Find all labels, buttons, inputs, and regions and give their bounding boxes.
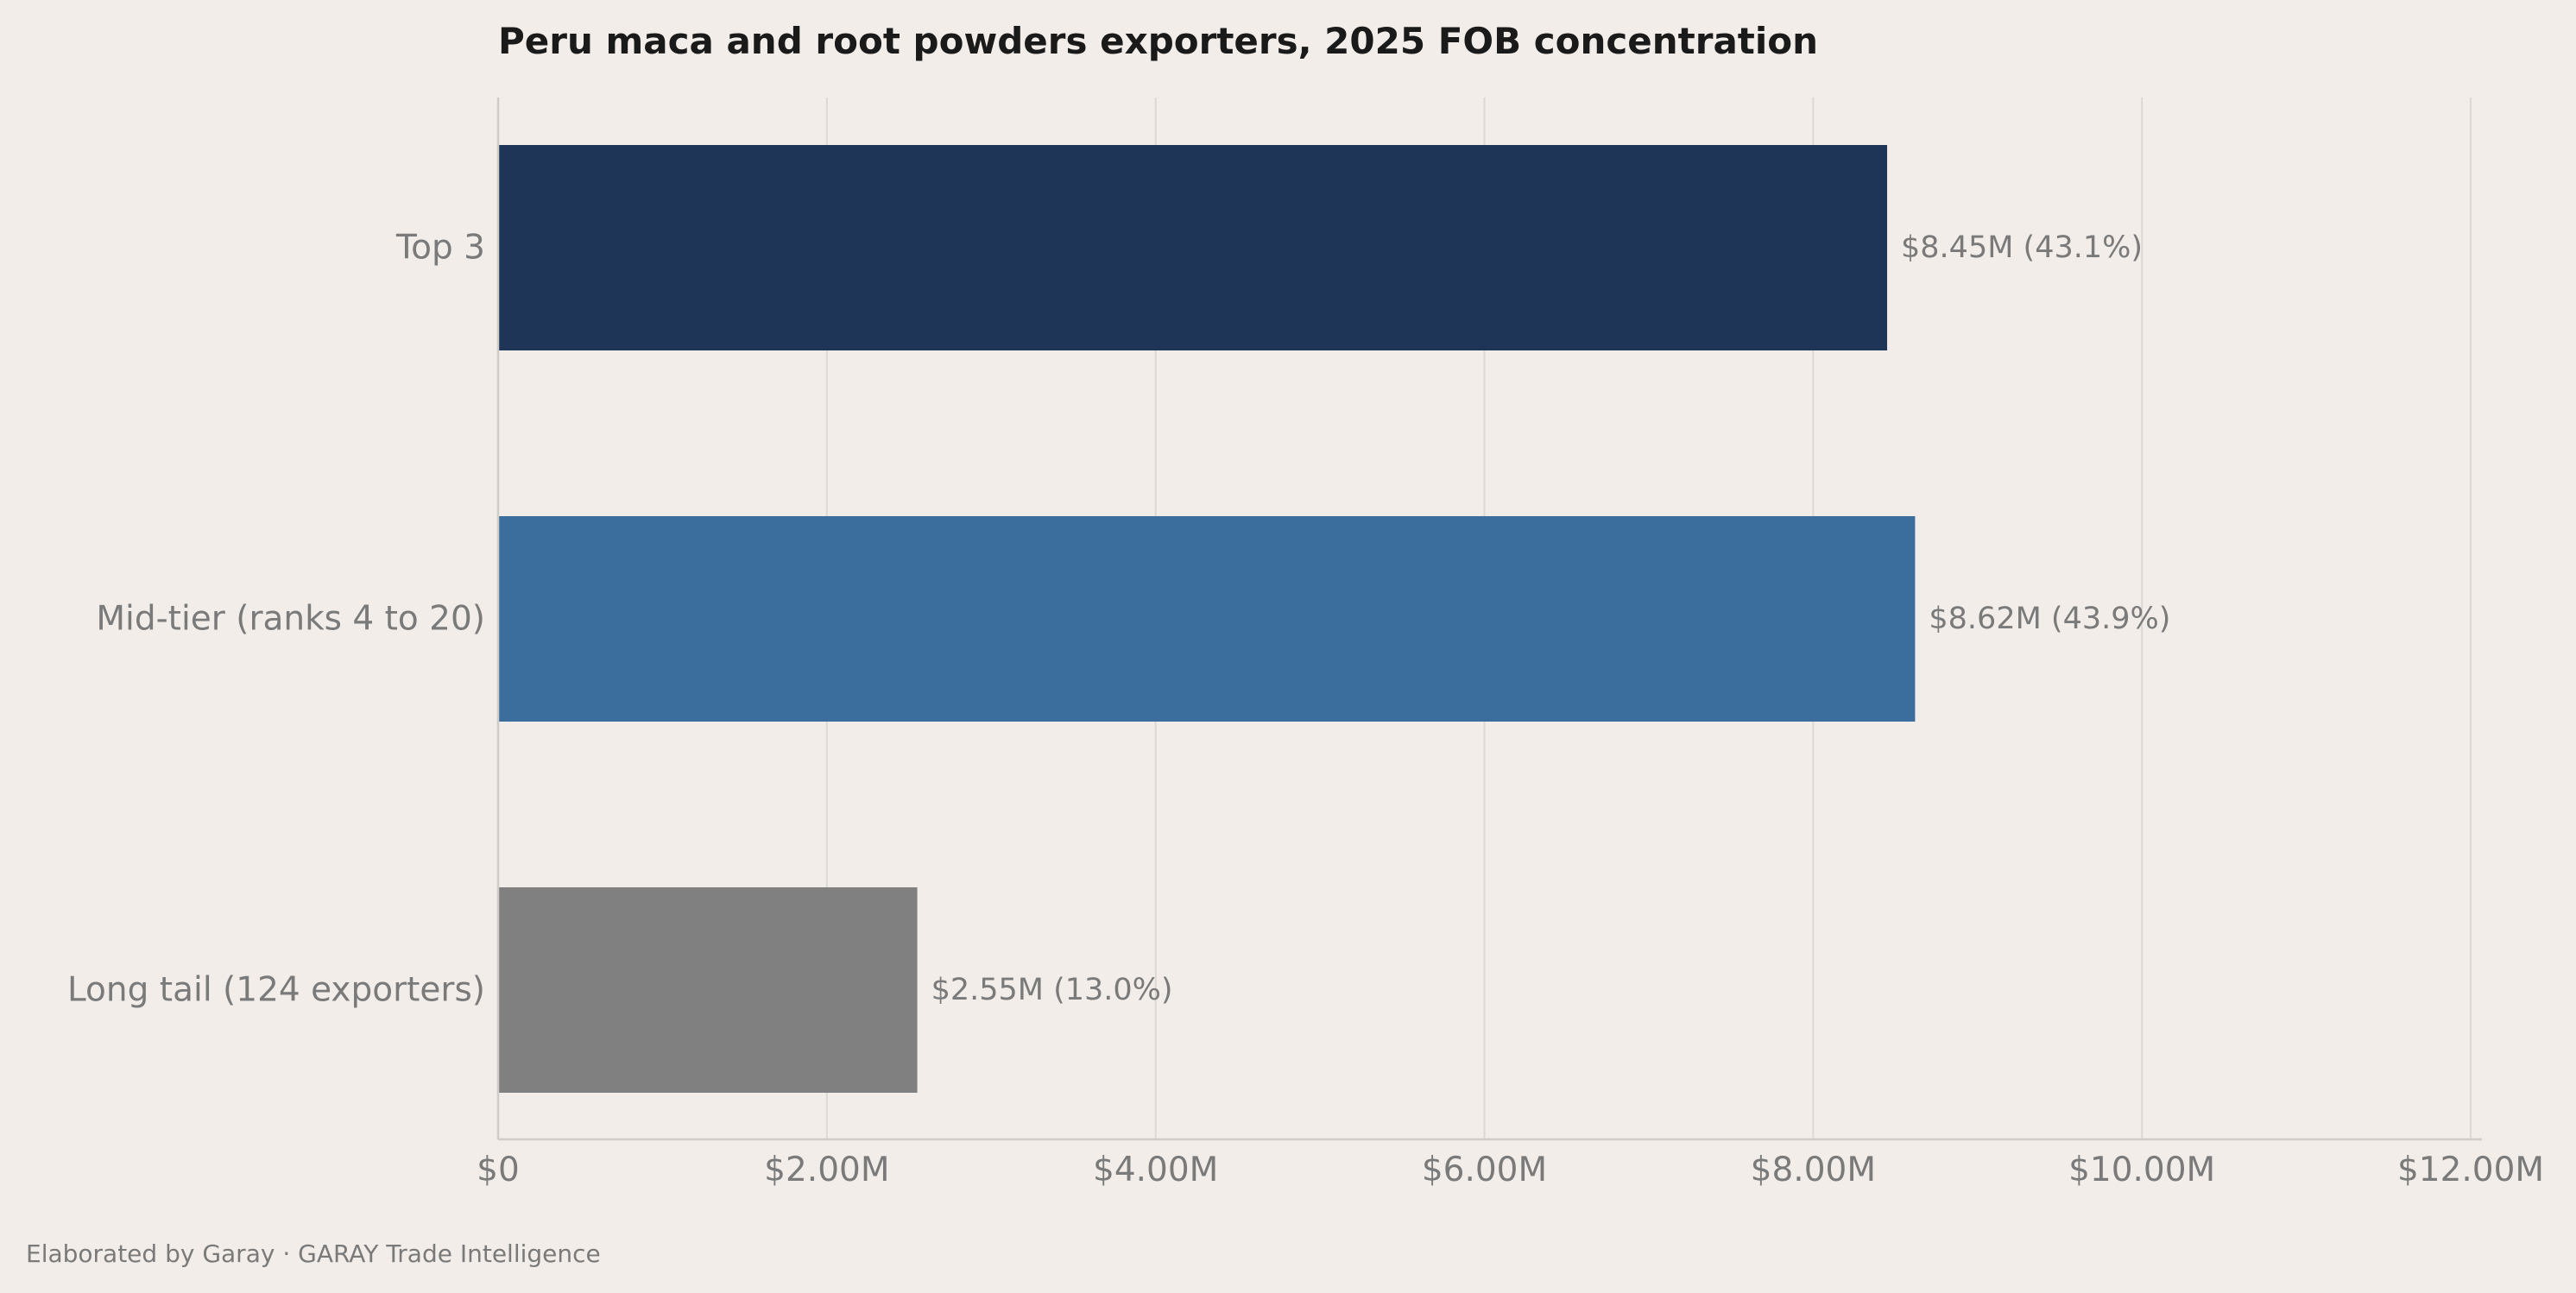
data-label: $8.45M (43.1%)	[1901, 230, 2143, 265]
bar-layer	[499, 145, 1916, 1093]
footer-credit: Elaborated by Garay · GARAY Trade Intell…	[26, 1239, 601, 1268]
category-label: Top 3	[395, 229, 485, 268]
axis-layer	[496, 98, 2482, 1141]
x-tick-label: $2.00M	[764, 1151, 889, 1189]
bar	[499, 887, 918, 1093]
bar	[499, 145, 1888, 350]
bar	[499, 516, 1916, 722]
x-tick-label: $8.00M	[1751, 1151, 1876, 1189]
x-tick-label: $10.00M	[2068, 1151, 2215, 1189]
x-tick-label: $4.00M	[1093, 1151, 1218, 1189]
category-label: Long tail (124 exporters)	[67, 971, 485, 1010]
data-label: $2.55M (13.0%)	[931, 973, 1173, 1007]
category-label: Mid-tier (ranks 4 to 20)	[96, 600, 485, 639]
label-layer: $0 $2.00M $4.00M $6.00M $8.00M $10.00M $12.00M…	[67, 229, 2544, 1190]
x-tick-label: $0	[477, 1151, 520, 1189]
chart-title: Peru maca and root powders exporters, 20…	[498, 20, 1818, 62]
data-label: $8.62M (43.9%)	[1929, 602, 2170, 636]
x-tick-label: $6.00M	[1422, 1151, 1547, 1189]
x-tick-label: $12.00M	[2397, 1151, 2544, 1189]
